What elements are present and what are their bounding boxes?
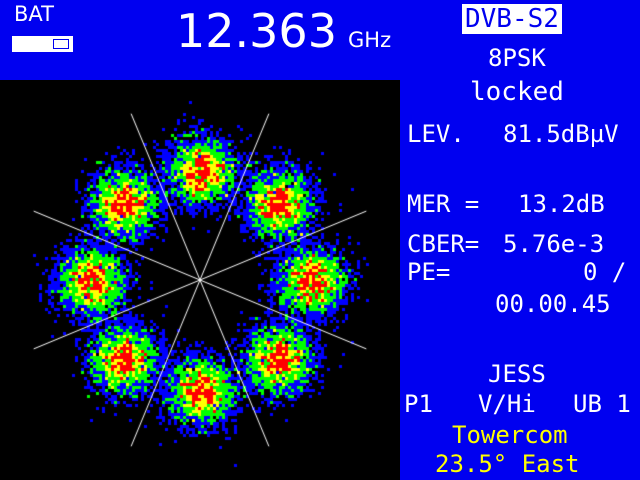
level-label: LEV.	[407, 120, 465, 148]
channel-polarization: V/Hi	[478, 390, 536, 418]
satellite-provider: Towercom	[452, 421, 568, 449]
mer-label: MER =	[407, 190, 480, 218]
pe-label: PE=	[407, 258, 451, 286]
channel-position: P1	[404, 390, 433, 418]
constellation-diagram	[0, 80, 400, 480]
level-value: 81.5dBµV	[503, 120, 619, 148]
frequency-value: 12.363	[176, 4, 337, 58]
channel-ub: UB 1	[573, 390, 631, 418]
mer-value: 13.2dB	[518, 190, 605, 218]
modulation: 8PSK	[488, 44, 546, 72]
cber-value: 5.76e-3	[503, 230, 605, 258]
pe-time: 00.00.45	[495, 290, 611, 318]
cber-label: CBER=	[407, 230, 480, 258]
lock-status: locked	[470, 77, 564, 107]
pe-value: 0 /	[583, 258, 627, 286]
battery-icon	[12, 36, 73, 52]
battery-label: BAT	[14, 2, 54, 26]
frequency-unit: GHz	[348, 28, 392, 52]
channel-name: JESS	[488, 360, 546, 388]
satellite-orbit: 23.5° East	[435, 450, 580, 478]
standard-badge: DVB-S2	[462, 4, 562, 34]
